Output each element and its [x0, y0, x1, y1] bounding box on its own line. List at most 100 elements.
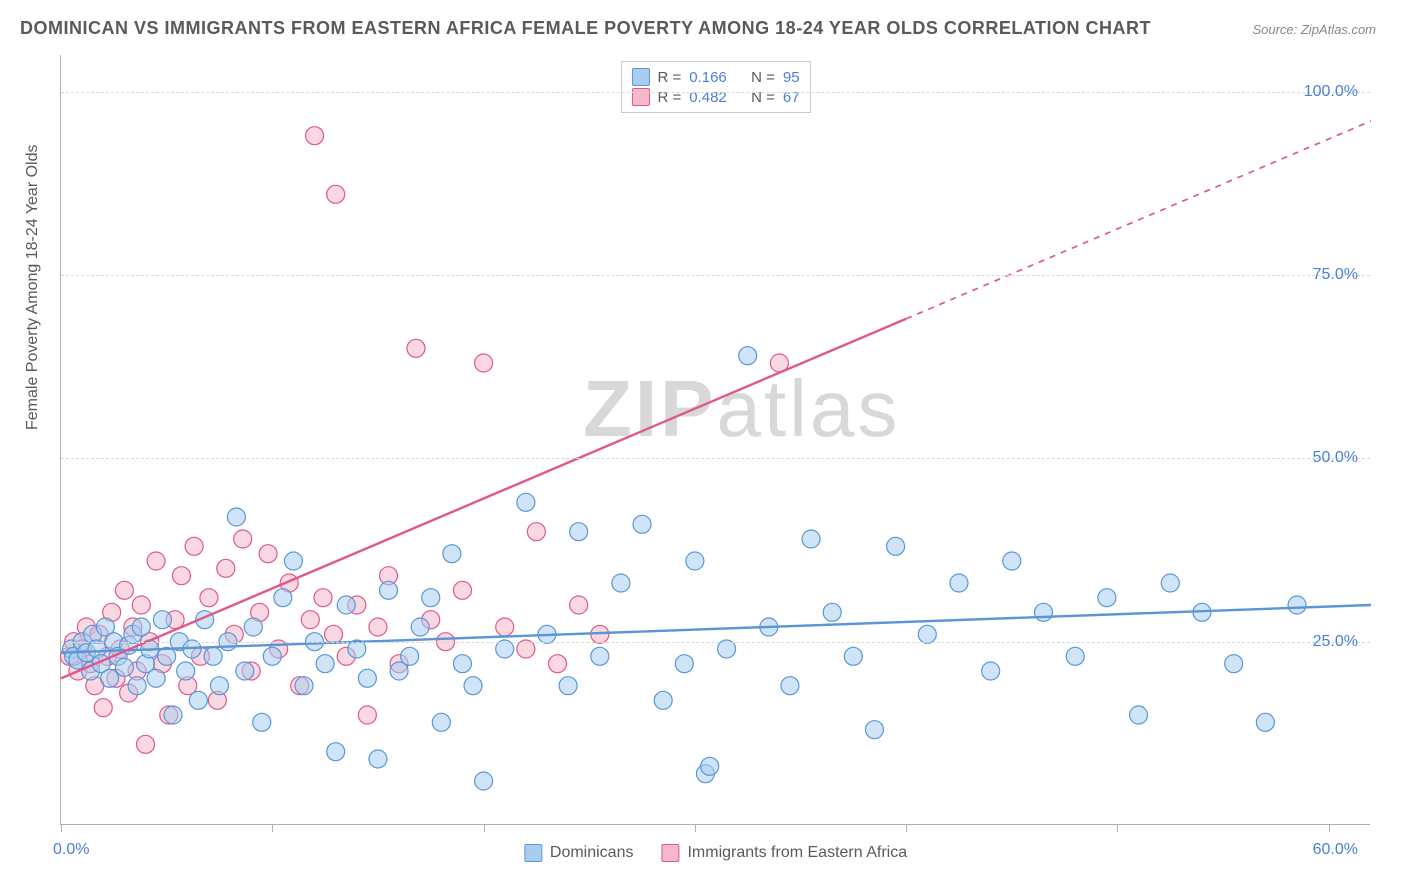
n-value-dominicans: 95: [783, 69, 800, 86]
scatter-point-dominicans: [686, 552, 704, 570]
scatter-point-dominicans: [177, 662, 195, 680]
scatter-point-dominicans: [701, 757, 719, 775]
y-tick-label: 25.0%: [1313, 633, 1358, 651]
scatter-point-dominicans: [422, 589, 440, 607]
scatter-point-dominicans: [204, 647, 222, 665]
scatter-point-dominicans: [337, 596, 355, 614]
scatter-point-dominicans: [227, 508, 245, 526]
y-tick-label: 100.0%: [1304, 83, 1358, 101]
x-tick-mark: [272, 824, 273, 832]
scatter-point-dominicans: [358, 669, 376, 687]
scatter-point-eastern_africa: [358, 706, 376, 724]
scatter-point-eastern_africa: [453, 581, 471, 599]
gridline: [61, 275, 1370, 276]
scatter-point-dominicans: [401, 647, 419, 665]
scatter-point-eastern_africa: [217, 559, 235, 577]
trend-line-dashed-eastern_africa: [906, 121, 1371, 319]
legend-item-dominicans: Dominicans: [524, 844, 634, 862]
scatter-point-eastern_africa: [325, 625, 343, 643]
scatter-point-dominicans: [244, 618, 262, 636]
scatter-point-dominicans: [1130, 706, 1148, 724]
gridline: [61, 642, 1370, 643]
scatter-point-dominicans: [284, 552, 302, 570]
scatter-point-dominicans: [1161, 574, 1179, 592]
scatter-point-eastern_africa: [115, 581, 133, 599]
chart-area: ZIPatlas R = 0.166 N = 95 R = 0.482 N = …: [60, 55, 1370, 825]
scatter-point-eastern_africa: [314, 589, 332, 607]
r-label: R =: [657, 69, 681, 86]
scatter-point-dominicans: [1098, 589, 1116, 607]
scatter-point-eastern_africa: [137, 735, 155, 753]
legend-label-dominicans: Dominicans: [550, 844, 634, 862]
scatter-point-dominicans: [570, 523, 588, 541]
scatter-point-dominicans: [327, 743, 345, 761]
x-tick-mark: [1329, 824, 1330, 832]
trend-line-eastern_africa: [61, 319, 906, 679]
scatter-point-dominicans: [1225, 655, 1243, 673]
scatter-point-eastern_africa: [475, 354, 493, 372]
scatter-point-eastern_africa: [527, 523, 545, 541]
scatter-point-eastern_africa: [407, 339, 425, 357]
scatter-point-dominicans: [411, 618, 429, 636]
scatter-point-dominicans: [739, 347, 757, 365]
scatter-point-dominicans: [982, 662, 1000, 680]
scatter-point-eastern_africa: [234, 530, 252, 548]
scatter-point-eastern_africa: [147, 552, 165, 570]
legend-bottom: Dominicans Immigrants from Eastern Afric…: [524, 844, 907, 862]
legend-item-eastern-africa: Immigrants from Eastern Africa: [661, 844, 907, 862]
x-tick-label: 60.0%: [1313, 841, 1358, 859]
gridline: [61, 458, 1370, 459]
scatter-point-dominicans: [887, 537, 905, 555]
scatter-point-dominicans: [950, 574, 968, 592]
scatter-point-dominicans: [147, 669, 165, 687]
scatter-point-dominicans: [918, 625, 936, 643]
scatter-point-eastern_africa: [172, 567, 190, 585]
legend-swatch-blue-icon: [524, 844, 542, 862]
y-tick-label: 75.0%: [1313, 266, 1358, 284]
y-axis-label: Female Poverty Among 18-24 Year Olds: [24, 145, 42, 431]
scatter-point-dominicans: [675, 655, 693, 673]
scatter-point-dominicans: [443, 545, 461, 563]
scatter-point-dominicans: [1035, 603, 1053, 621]
page-root: DOMINICAN VS IMMIGRANTS FROM EASTERN AFR…: [0, 0, 1406, 892]
scatter-point-eastern_africa: [570, 596, 588, 614]
scatter-point-eastern_africa: [517, 640, 535, 658]
source-label: Source: ZipAtlas.com: [1252, 22, 1376, 37]
scatter-point-dominicans: [802, 530, 820, 548]
scatter-point-dominicans: [164, 706, 182, 724]
scatter-point-dominicans: [654, 691, 672, 709]
scatter-point-dominicans: [369, 750, 387, 768]
scatter-point-eastern_africa: [369, 618, 387, 636]
scatter-point-eastern_africa: [200, 589, 218, 607]
scatter-point-dominicans: [823, 603, 841, 621]
scatter-point-dominicans: [464, 677, 482, 695]
scatter-point-dominicans: [453, 655, 471, 673]
scatter-point-dominicans: [380, 581, 398, 599]
scatter-point-dominicans: [1256, 713, 1274, 731]
scatter-plot-svg: [61, 55, 1370, 824]
scatter-point-dominicans: [253, 713, 271, 731]
legend-correlation-box: R = 0.166 N = 95 R = 0.482 N = 67: [620, 61, 810, 113]
scatter-point-dominicans: [263, 647, 281, 665]
scatter-point-dominicans: [1003, 552, 1021, 570]
legend-swatch-pink-icon: [661, 844, 679, 862]
x-tick-mark: [1117, 824, 1118, 832]
scatter-point-dominicans: [591, 647, 609, 665]
scatter-point-dominicans: [295, 677, 313, 695]
x-tick-mark: [484, 824, 485, 832]
x-tick-mark: [61, 824, 62, 832]
scatter-point-dominicans: [517, 493, 535, 511]
scatter-point-dominicans: [559, 677, 577, 695]
scatter-point-dominicans: [189, 691, 207, 709]
scatter-point-eastern_africa: [496, 618, 514, 636]
scatter-point-eastern_africa: [327, 185, 345, 203]
scatter-point-dominicans: [865, 721, 883, 739]
y-tick-label: 50.0%: [1313, 449, 1358, 467]
x-tick-label: 0.0%: [53, 841, 89, 859]
scatter-point-dominicans: [128, 677, 146, 695]
scatter-point-eastern_africa: [185, 537, 203, 555]
scatter-point-dominicans: [316, 655, 334, 673]
scatter-point-dominicans: [101, 669, 119, 687]
scatter-point-dominicans: [496, 640, 514, 658]
scatter-point-dominicans: [115, 658, 133, 676]
